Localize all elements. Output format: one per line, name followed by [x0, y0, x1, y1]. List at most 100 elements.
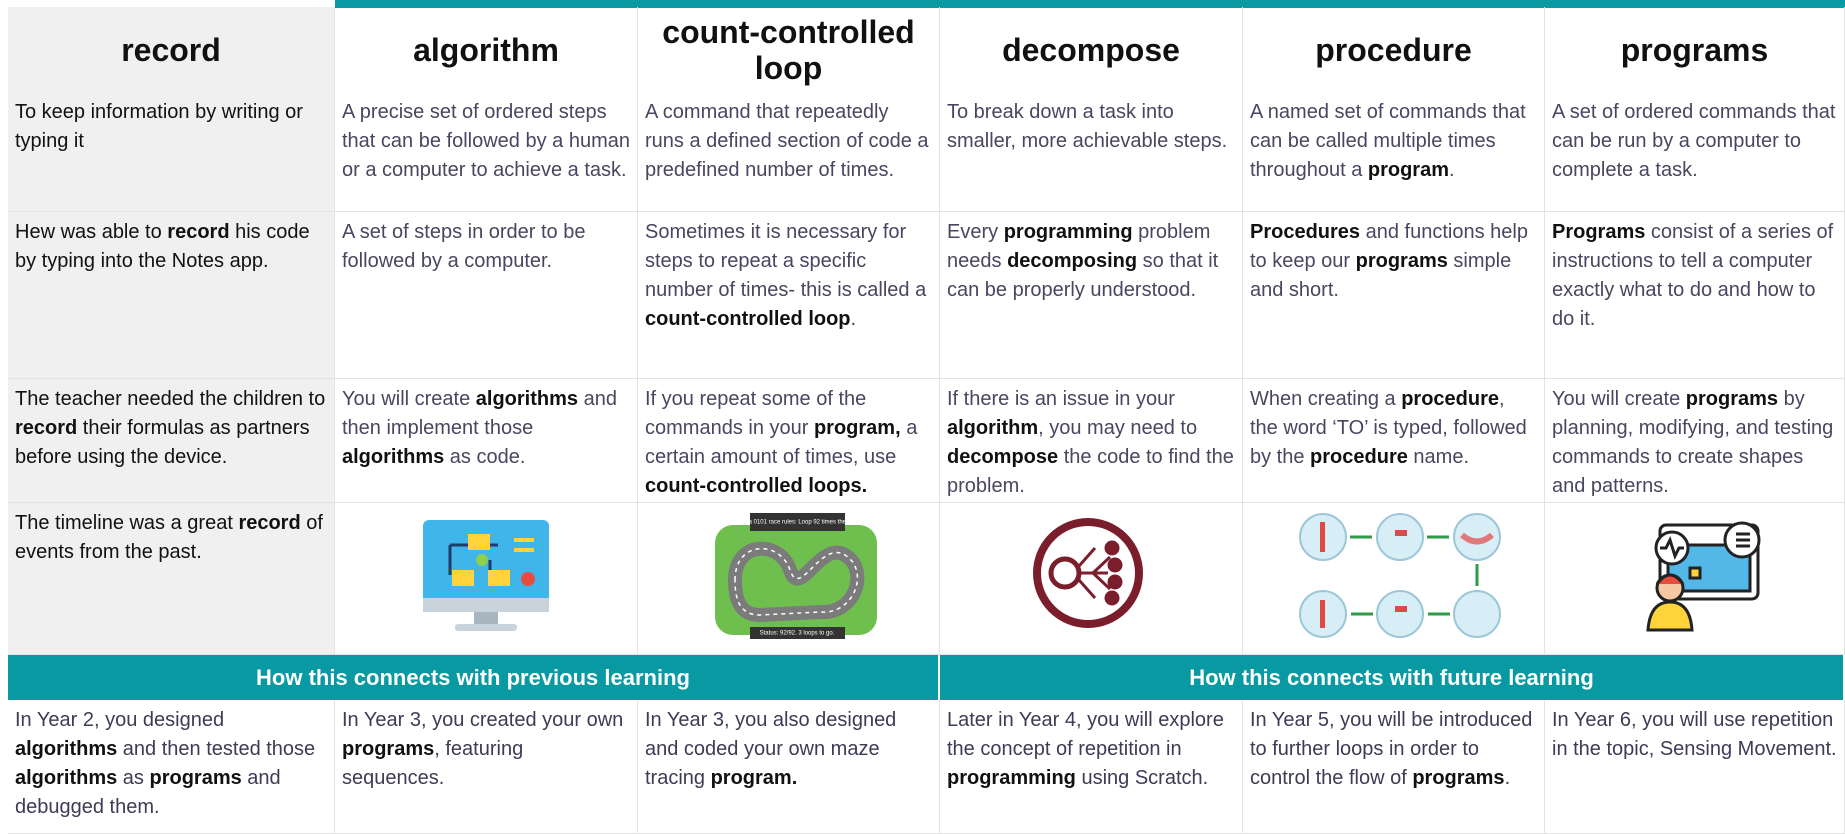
- keyword: count-controlled loops.: [645, 475, 868, 497]
- column-heading: record: [8, 7, 335, 92]
- text-run: of events from the past.: [15, 512, 323, 563]
- table-cell: Every programming problem needs decompos…: [940, 212, 1243, 379]
- text-run: Every: [947, 221, 1004, 243]
- left-panel: [8, 7, 335, 655]
- text-run: consist of a series of instructions to t…: [1552, 221, 1834, 330]
- text-run: .: [1449, 159, 1455, 181]
- keyword: algorithms: [15, 738, 118, 760]
- text-run: The timeline was a great: [15, 512, 239, 534]
- keyword: program: [1367, 159, 1449, 181]
- keyword: programs: [1355, 250, 1448, 272]
- text-run: The teacher needed the children to: [15, 388, 326, 410]
- track-caption: Status: 92/92. 3 loops to go.: [760, 631, 835, 637]
- text-run: When creating a: [1250, 388, 1402, 410]
- text-run: Later in Year 4, you will explore the co…: [947, 709, 1224, 760]
- table-cell: Sometimes it is necessary for steps to r…: [638, 212, 940, 379]
- keyword: programs: [1412, 767, 1505, 789]
- keyword: programs: [149, 767, 242, 789]
- column-heading: procedure: [1243, 7, 1545, 92]
- keyword: programming: [1003, 221, 1133, 243]
- section-banner: How this connects with previous learning: [8, 655, 940, 700]
- keyword: programs: [342, 738, 435, 760]
- text-run: In Year 3, you created your own: [342, 709, 624, 731]
- text-run: A named set of commands that can be call…: [1250, 101, 1526, 181]
- text-run: as code.: [444, 446, 526, 468]
- keyword: count-controlled loop: [645, 308, 851, 330]
- text-run: the code to find the problem.: [947, 446, 1234, 497]
- keyword: procedure: [1401, 388, 1500, 410]
- table-cell: A set of steps in order to be followed b…: [335, 212, 638, 379]
- table-cell: Hew was able to record his code by typin…: [8, 212, 335, 379]
- text-run: and then tested those: [117, 738, 316, 760]
- table-cell: The teacher needed the children to recor…: [8, 379, 335, 503]
- decompose-icon: [1033, 518, 1143, 628]
- text-run: If there is an issue in your: [947, 388, 1175, 410]
- keyword: record: [167, 221, 230, 243]
- connection-cell: Later in Year 4, you will explore the co…: [940, 700, 1243, 834]
- text-run: and debugged them.: [15, 767, 281, 818]
- image-cell: [638, 503, 940, 655]
- text-run: his code by typing into the Notes app.: [15, 221, 310, 272]
- keyword: algorithms: [342, 446, 445, 468]
- keyword: algorithm: [947, 417, 1039, 439]
- table-cell: The timeline was a great record of event…: [8, 503, 335, 655]
- column-heading: decompose: [940, 7, 1243, 92]
- table-cell: If you repeat some of the commands in yo…: [638, 379, 940, 503]
- text-run: Sometimes it is necessary for steps to r…: [645, 221, 927, 301]
- table-cell: You will create programs by planning, mo…: [1545, 379, 1845, 503]
- text-run: simple and short.: [1250, 250, 1512, 301]
- column-heading: count-controlled loop: [638, 7, 940, 92]
- text-run: In Year 2, you designed: [15, 709, 225, 731]
- keyword: algorithms: [475, 388, 579, 410]
- track-caption: Formula 0101 race rules: Loop 92 times t…: [730, 520, 864, 526]
- race-track-icon: Formula 0101 race rules: Loop 92 times t…: [715, 513, 877, 639]
- top-strip: [335, 0, 1845, 8]
- text-run: a certain amount of times, use: [645, 417, 918, 468]
- table-cell: You will create algorithms and then impl…: [335, 379, 638, 503]
- table-cell: A set of ordered commands that can be ru…: [1545, 92, 1845, 212]
- table-cell: Programs consist of a series of instruct…: [1545, 212, 1845, 379]
- text-run: Hew was able to: [15, 221, 168, 243]
- text-run: problem needs: [947, 221, 1211, 272]
- image-cell: [335, 503, 638, 655]
- keyword: Procedures: [1250, 221, 1361, 243]
- keyword: decompose: [947, 446, 1059, 468]
- keyword: Programs: [1552, 221, 1646, 243]
- text-run: .: [1504, 767, 1511, 789]
- connection-cell: In Year 6, you will use repetition in th…: [1545, 700, 1845, 834]
- keyword: programming: [947, 767, 1076, 789]
- column-heading: algorithm: [335, 7, 638, 92]
- table-cell: A precise set of ordered steps that can …: [335, 92, 638, 212]
- table-cell: Procedures and functions help to keep ou…: [1243, 212, 1545, 379]
- text-run: so that it can be properly understood.: [947, 250, 1219, 301]
- keyword: program.: [710, 767, 798, 789]
- text-run: as: [117, 767, 150, 789]
- table-cell: To break down a task into smaller, more …: [940, 92, 1243, 212]
- text-run: name.: [1407, 446, 1470, 468]
- image-cell: [940, 503, 1243, 655]
- keyword: procedure: [1310, 446, 1408, 468]
- text-run: , the word ‘TO’ is typed, followed by th…: [1250, 388, 1527, 468]
- text-run: In Year 5, you will be introduced to fur…: [1250, 709, 1533, 789]
- table-cell: If there is an issue in your algorithm, …: [940, 379, 1243, 503]
- text-run: , featuring sequences.: [342, 738, 524, 789]
- keyword: program,: [813, 417, 901, 439]
- connection-cell: In Year 2, you designed algorithms and t…: [8, 700, 335, 834]
- text-run: and functions help to keep our: [1250, 221, 1528, 272]
- text-run: You will create: [1552, 388, 1686, 410]
- keyword: programs: [1685, 388, 1779, 410]
- connection-cell: In Year 5, you will be introduced to fur…: [1243, 700, 1545, 834]
- text-run: .: [850, 308, 857, 330]
- table-cell: A command that repeatedly runs a defined…: [638, 92, 940, 212]
- keyword: algorithms: [15, 767, 118, 789]
- text-run: their formulas as partners before using …: [15, 417, 310, 468]
- text-run: , you may need to: [1038, 417, 1198, 439]
- text-run: In Year 3, you also designed and coded y…: [645, 709, 897, 789]
- keyword: record: [15, 417, 78, 439]
- programs-icon: [1646, 521, 1761, 632]
- text-run: You will create: [342, 388, 476, 410]
- text-run: using Scratch.: [1075, 767, 1209, 789]
- connection-cell: In Year 3, you created your own programs…: [335, 700, 638, 834]
